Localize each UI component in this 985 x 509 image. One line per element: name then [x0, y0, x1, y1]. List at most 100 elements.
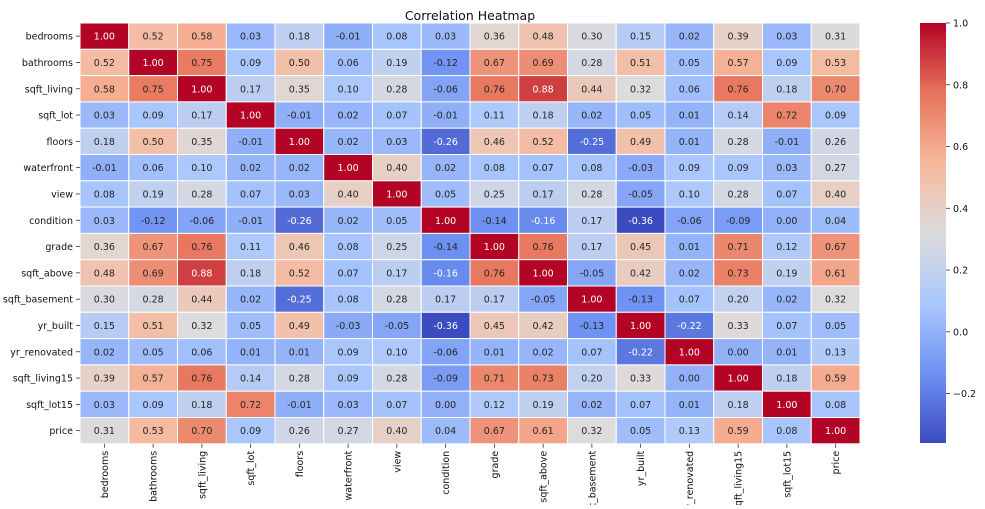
- cell-value-label: 0.20: [728, 295, 749, 306]
- cell-value-label: 0.48: [94, 268, 115, 279]
- cell-value-label: -0.01: [775, 137, 800, 148]
- heatmap-cell-view-sqft_living: [177, 180, 227, 208]
- cell-value-label: 0.28: [581, 189, 602, 200]
- cell-value-label: 0.32: [630, 84, 651, 95]
- heatmap-cell-grade-floors: [274, 232, 325, 261]
- cell-value-label: 1.00: [825, 426, 846, 437]
- cell-value-label: 0.01: [289, 347, 310, 358]
- cell-value-label: -0.22: [628, 347, 653, 358]
- heatmap-cell-yr_built-price: [810, 311, 861, 340]
- heatmap-cell-bathrooms-price: [810, 48, 861, 77]
- cell-value-label: 0.58: [94, 84, 115, 95]
- cell-value-label: 0.08: [94, 189, 115, 200]
- y-tick-label-waterfront: waterfront: [23, 163, 73, 174]
- cell-value-label: 0.36: [484, 32, 505, 43]
- cell-value-label: 1.00: [728, 374, 749, 385]
- cell-value-label: 0.00: [679, 374, 700, 385]
- x-tick-label-sqft_basement: sqft_basement: [587, 451, 598, 505]
- cell-value-label: 0.02: [289, 163, 310, 174]
- heatmap-cell-price-view: [372, 417, 422, 445]
- heatmap-cell-condition-yr_renovated: [664, 206, 715, 234]
- heatmap-cell-bedrooms-yr_renovated: [664, 22, 715, 50]
- heatmap-cell-bathrooms-sqft_above: [518, 48, 568, 77]
- heatmap-cell-yr_renovated-bathrooms: [128, 338, 178, 366]
- x-tick-label-price: price: [831, 451, 842, 475]
- cell-value-label: 0.50: [143, 137, 164, 148]
- cell-value-label: 0.08: [776, 426, 797, 437]
- cell-value-label: -0.25: [580, 137, 605, 148]
- cell-value-label: -0.01: [238, 137, 263, 148]
- heatmap-cell-sqft_lot-sqft_basement: [567, 101, 617, 129]
- cell-value-label: 0.17: [484, 295, 505, 306]
- heatmap-cell-sqft_living-yr_built: [615, 75, 666, 103]
- heatmap-cell-floors-sqft_living15: [713, 127, 763, 155]
- heatmap-cell-grade-sqft_living15: [713, 232, 763, 261]
- cell-value-label: 0.75: [191, 58, 212, 69]
- cell-value-label: -0.06: [190, 216, 215, 227]
- cell-value-label: 0.40: [386, 426, 407, 437]
- cell-value-label: 0.00: [776, 216, 797, 227]
- heatmap-cell-sqft_lot15-grade: [469, 390, 520, 419]
- heatmap-cell-view-yr_renovated: [664, 180, 715, 208]
- heatmap-cell-floors-grade: [469, 127, 520, 155]
- cell-value-label: 0.32: [191, 321, 212, 332]
- colorbar-tick-label: 0.8: [953, 80, 968, 91]
- heatmap-cell-waterfront-sqft_above: [518, 154, 568, 182]
- heatmap-cell-grade-price: [810, 232, 861, 261]
- cell-value-label: 0.69: [143, 268, 164, 279]
- heatmap-cell-sqft_lot15-sqft_living: [177, 390, 227, 419]
- cell-value-label: 0.52: [289, 268, 310, 279]
- cell-value-label: 0.39: [728, 32, 749, 43]
- cell-value-label: 0.44: [191, 295, 212, 306]
- cell-value-label: 0.19: [143, 189, 164, 200]
- heatmap-cell-yr_renovated-sqft_lot: [225, 338, 276, 366]
- cell-value-label: -0.26: [287, 216, 312, 227]
- x-tick-label-yr_renovated: yr_renovated: [685, 451, 696, 505]
- cell-value-label: 0.05: [825, 321, 846, 332]
- cell-value-label: 0.03: [240, 32, 261, 43]
- cell-value-label: -0.01: [433, 111, 458, 122]
- cell-value-label: 0.03: [289, 189, 310, 200]
- cell-value-label: 0.57: [728, 58, 749, 69]
- heatmap-cell-price-sqft_above: [518, 417, 568, 445]
- heatmap-cell-sqft_lot15-sqft_lot15: [762, 390, 812, 419]
- cell-value-label: 0.05: [143, 347, 164, 358]
- cell-value-label: 0.49: [630, 137, 651, 148]
- heatmap-cell-condition-sqft_lot15: [762, 206, 812, 234]
- cell-value-label: 0.02: [240, 163, 261, 174]
- cell-value-label: 0.09: [825, 111, 846, 122]
- colorbar-tick-label: 0.6: [953, 142, 968, 153]
- heatmap-cell-waterfront-yr_built: [615, 154, 666, 182]
- heatmap-cell-sqft_living-price: [810, 75, 861, 103]
- heatmap-cell-sqft_lot-sqft_above: [518, 101, 568, 129]
- cell-value-label: 0.18: [289, 32, 310, 43]
- cell-value-label: 0.03: [338, 400, 359, 411]
- y-tick-label-floors: floors: [47, 137, 74, 148]
- colorbar-tick-label: 1.0: [953, 19, 968, 30]
- cell-value-label: 0.32: [581, 426, 602, 437]
- colorbar-tick-label: 0.4: [953, 204, 968, 215]
- cell-value-label: 0.07: [533, 163, 554, 174]
- y-tick-label-yr_built: yr_built: [38, 321, 74, 332]
- y-tick-label-view: view: [51, 189, 73, 200]
- cell-value-label: 0.35: [289, 84, 310, 95]
- heatmap-cell-sqft_living-sqft_living15: [713, 75, 763, 103]
- cell-value-label: -0.01: [287, 400, 312, 411]
- cell-value-label: 0.05: [679, 58, 700, 69]
- cell-value-label: 1.00: [776, 400, 797, 411]
- cell-value-label: 0.09: [728, 163, 749, 174]
- cell-value-label: 0.52: [94, 58, 115, 69]
- heatmap-cell-bathrooms-grade: [469, 48, 520, 77]
- cell-value-label: -0.36: [433, 321, 458, 332]
- cell-value-label: -0.06: [433, 84, 458, 95]
- heatmap-cell-bedrooms-yr_built: [615, 22, 666, 50]
- cell-value-label: 0.75: [143, 84, 164, 95]
- cell-value-label: 1.00: [386, 189, 407, 200]
- heatmap-cell-sqft_living15-sqft_lot: [225, 364, 276, 392]
- cell-value-label: 0.03: [94, 111, 115, 122]
- cell-value-label: 0.26: [825, 137, 846, 148]
- y-tick-label-sqft_above: sqft_above: [21, 268, 73, 279]
- cell-value-label: 0.09: [776, 58, 797, 69]
- cell-value-label: 0.02: [94, 347, 115, 358]
